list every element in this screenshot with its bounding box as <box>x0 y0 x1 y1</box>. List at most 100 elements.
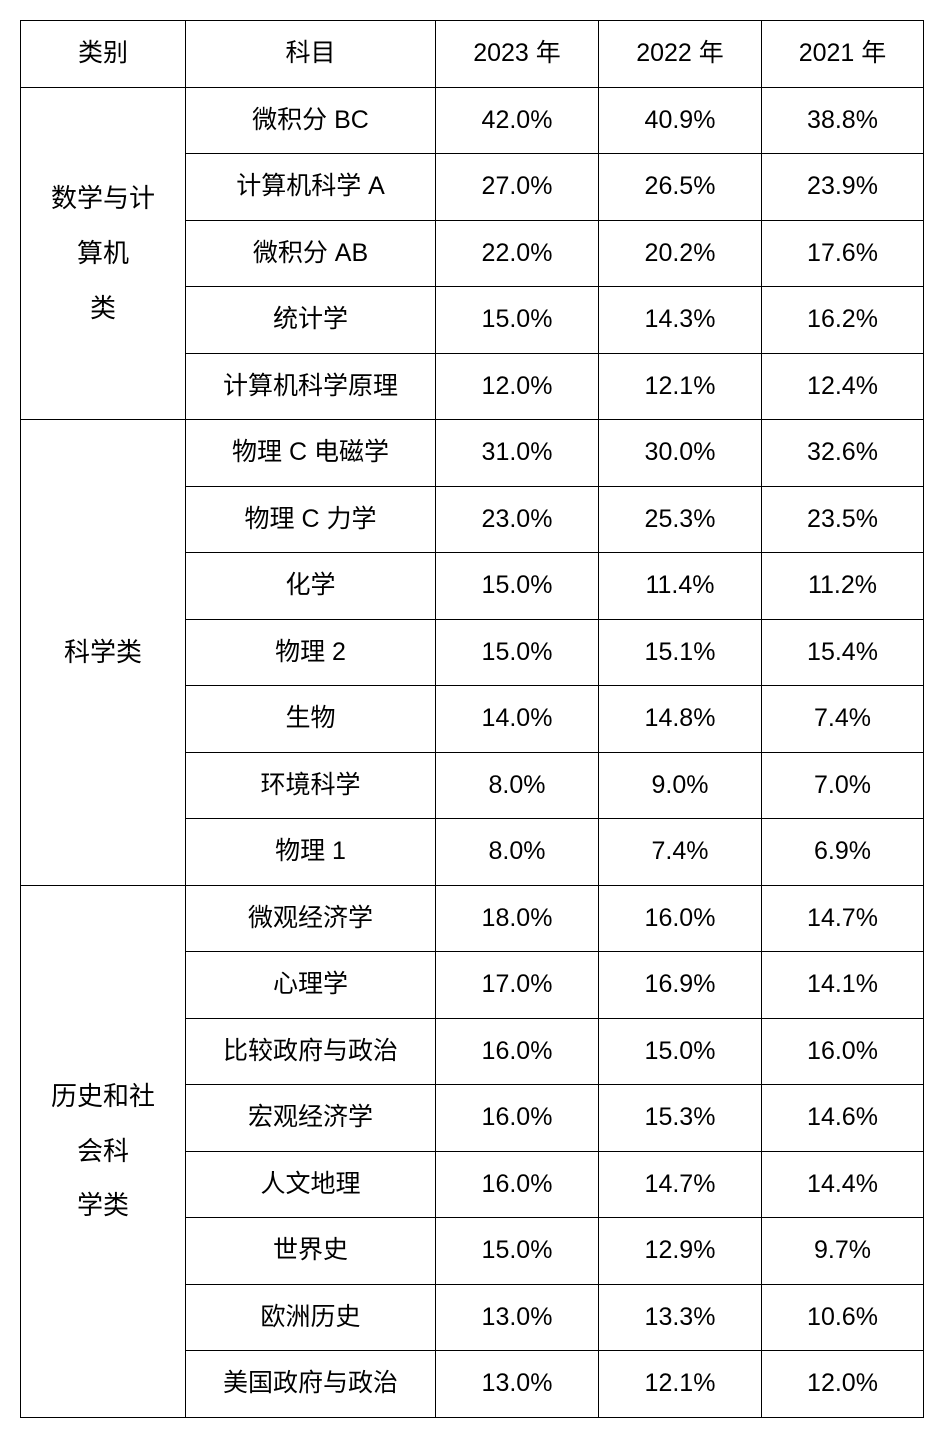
value-2022-cell: 15.3% <box>599 1085 762 1152</box>
value-2023-cell: 16.0% <box>436 1018 599 1085</box>
value-2021-cell: 6.9% <box>762 819 924 886</box>
value-2021-cell: 14.7% <box>762 885 924 952</box>
subject-cell: 物理 C 力学 <box>186 486 436 553</box>
value-2023-cell: 13.0% <box>436 1284 599 1351</box>
scores-table: 类别科目2023 年2022 年2021 年数学与计算机类微积分 BC42.0%… <box>20 20 924 1418</box>
value-2022-cell: 12.9% <box>599 1218 762 1285</box>
category-cell-1: 科学类 <box>21 420 186 886</box>
value-2023-cell: 15.0% <box>436 287 599 354</box>
subject-cell: 统计学 <box>186 287 436 354</box>
subject-cell: 生物 <box>186 686 436 753</box>
value-2021-cell: 7.4% <box>762 686 924 753</box>
value-2021-cell: 7.0% <box>762 752 924 819</box>
value-2021-cell: 23.9% <box>762 154 924 221</box>
value-2021-cell: 12.0% <box>762 1351 924 1418</box>
value-2021-cell: 14.1% <box>762 952 924 1019</box>
subject-cell: 美国政府与政治 <box>186 1351 436 1418</box>
value-2023-cell: 15.0% <box>436 619 599 686</box>
value-2021-cell: 10.6% <box>762 1284 924 1351</box>
value-2022-cell: 9.0% <box>599 752 762 819</box>
subject-cell: 计算机科学 A <box>186 154 436 221</box>
value-2021-cell: 38.8% <box>762 87 924 154</box>
category-cell-0: 数学与计算机类 <box>21 87 186 420</box>
value-2022-cell: 14.7% <box>599 1151 762 1218</box>
subject-cell: 化学 <box>186 553 436 620</box>
value-2023-cell: 42.0% <box>436 87 599 154</box>
value-2023-cell: 27.0% <box>436 154 599 221</box>
value-2023-cell: 8.0% <box>436 819 599 886</box>
value-2023-cell: 23.0% <box>436 486 599 553</box>
subject-cell: 微积分 BC <box>186 87 436 154</box>
value-2022-cell: 26.5% <box>599 154 762 221</box>
category-label-line: 算机 <box>37 226 169 281</box>
subject-cell: 物理 1 <box>186 819 436 886</box>
value-2023-cell: 13.0% <box>436 1351 599 1418</box>
value-2022-cell: 12.1% <box>599 1351 762 1418</box>
value-2022-cell: 14.8% <box>599 686 762 753</box>
subject-cell: 欧洲历史 <box>186 1284 436 1351</box>
subject-cell: 计算机科学原理 <box>186 353 436 420</box>
subject-cell: 物理 2 <box>186 619 436 686</box>
subject-cell: 比较政府与政治 <box>186 1018 436 1085</box>
col-header-2: 2023 年 <box>436 21 599 88</box>
value-2022-cell: 20.2% <box>599 220 762 287</box>
value-2022-cell: 12.1% <box>599 353 762 420</box>
col-header-4: 2021 年 <box>762 21 924 88</box>
value-2022-cell: 14.3% <box>599 287 762 354</box>
col-header-0: 类别 <box>21 21 186 88</box>
value-2021-cell: 14.6% <box>762 1085 924 1152</box>
subject-cell: 心理学 <box>186 952 436 1019</box>
value-2023-cell: 16.0% <box>436 1151 599 1218</box>
category-label-line: 数学与计 <box>37 171 169 226</box>
category-cell-2: 历史和社会科学类 <box>21 885 186 1417</box>
value-2023-cell: 17.0% <box>436 952 599 1019</box>
value-2023-cell: 15.0% <box>436 1218 599 1285</box>
value-2021-cell: 15.4% <box>762 619 924 686</box>
value-2022-cell: 13.3% <box>599 1284 762 1351</box>
value-2022-cell: 7.4% <box>599 819 762 886</box>
category-label-line: 历史和社 <box>37 1069 169 1124</box>
value-2022-cell: 16.0% <box>599 885 762 952</box>
value-2023-cell: 22.0% <box>436 220 599 287</box>
value-2021-cell: 32.6% <box>762 420 924 487</box>
value-2021-cell: 17.6% <box>762 220 924 287</box>
value-2021-cell: 12.4% <box>762 353 924 420</box>
value-2022-cell: 16.9% <box>599 952 762 1019</box>
col-header-3: 2022 年 <box>599 21 762 88</box>
category-label-line: 类 <box>37 281 169 336</box>
table-body: 类别科目2023 年2022 年2021 年数学与计算机类微积分 BC42.0%… <box>21 21 924 1418</box>
value-2023-cell: 18.0% <box>436 885 599 952</box>
category-label-line: 会科 <box>37 1124 169 1179</box>
subject-cell: 环境科学 <box>186 752 436 819</box>
table-row: 历史和社会科学类微观经济学18.0%16.0%14.7% <box>21 885 924 952</box>
subject-cell: 物理 C 电磁学 <box>186 420 436 487</box>
value-2021-cell: 23.5% <box>762 486 924 553</box>
value-2021-cell: 16.2% <box>762 287 924 354</box>
value-2022-cell: 25.3% <box>599 486 762 553</box>
category-label-line: 学类 <box>37 1178 169 1233</box>
value-2021-cell: 16.0% <box>762 1018 924 1085</box>
value-2022-cell: 30.0% <box>599 420 762 487</box>
table-row: 数学与计算机类微积分 BC42.0%40.9%38.8% <box>21 87 924 154</box>
value-2022-cell: 15.1% <box>599 619 762 686</box>
col-header-1: 科目 <box>186 21 436 88</box>
subject-cell: 世界史 <box>186 1218 436 1285</box>
table-header-row: 类别科目2023 年2022 年2021 年 <box>21 21 924 88</box>
subject-cell: 人文地理 <box>186 1151 436 1218</box>
category-label-line: 科学类 <box>37 625 169 680</box>
value-2023-cell: 16.0% <box>436 1085 599 1152</box>
value-2021-cell: 9.7% <box>762 1218 924 1285</box>
subject-cell: 宏观经济学 <box>186 1085 436 1152</box>
value-2022-cell: 11.4% <box>599 553 762 620</box>
value-2022-cell: 15.0% <box>599 1018 762 1085</box>
value-2023-cell: 8.0% <box>436 752 599 819</box>
value-2021-cell: 11.2% <box>762 553 924 620</box>
value-2022-cell: 40.9% <box>599 87 762 154</box>
subject-cell: 微积分 AB <box>186 220 436 287</box>
value-2023-cell: 14.0% <box>436 686 599 753</box>
value-2023-cell: 12.0% <box>436 353 599 420</box>
table-row: 科学类物理 C 电磁学31.0%30.0%32.6% <box>21 420 924 487</box>
value-2023-cell: 31.0% <box>436 420 599 487</box>
value-2021-cell: 14.4% <box>762 1151 924 1218</box>
subject-cell: 微观经济学 <box>186 885 436 952</box>
